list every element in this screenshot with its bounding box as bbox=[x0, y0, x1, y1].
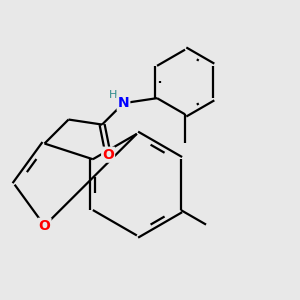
Text: O: O bbox=[39, 219, 50, 233]
Text: O: O bbox=[102, 148, 114, 162]
Text: H: H bbox=[109, 90, 117, 100]
Text: N: N bbox=[118, 96, 129, 110]
